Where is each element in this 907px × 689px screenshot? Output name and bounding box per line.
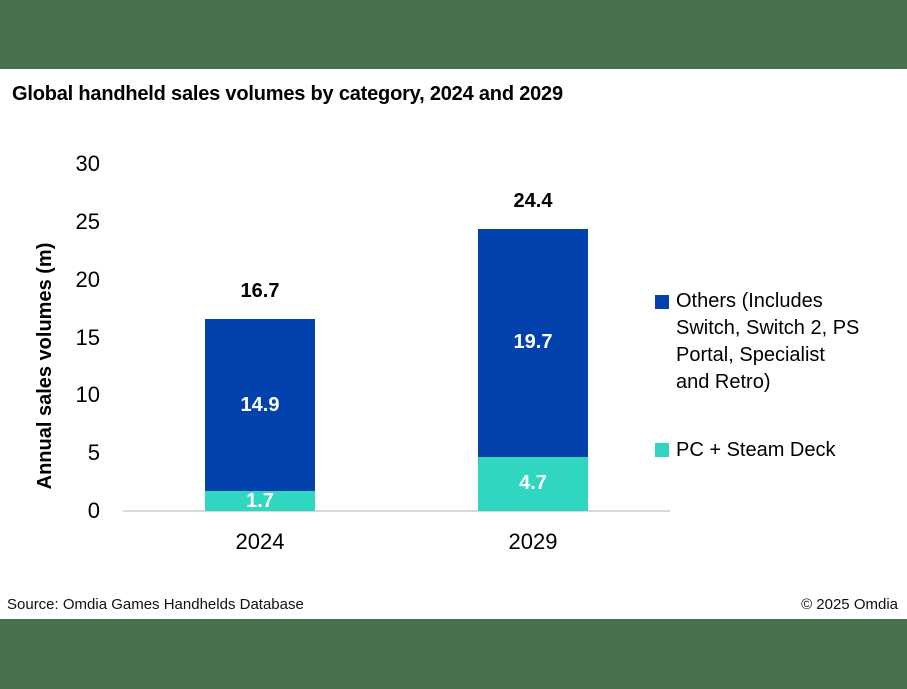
- x-axis-line: [123, 510, 670, 512]
- bottom-green-band: [0, 619, 907, 689]
- y-tick-20: 20: [75, 266, 100, 292]
- y-tick-10: 10: [75, 382, 100, 408]
- y-axis-title: Annual sales volumes (m): [34, 242, 56, 490]
- chart-title: Global handheld sales volumes by categor…: [12, 83, 563, 105]
- x-label-2024: 2024: [235, 529, 285, 554]
- y-tick-30: 30: [75, 151, 100, 176]
- data-label-2029-others: 19.7: [513, 331, 553, 354]
- data-label-2024-others: 14.9: [240, 393, 280, 416]
- y-tick-25: 25: [75, 208, 100, 234]
- y-tick-0: 0: [87, 498, 100, 523]
- legend-item-pc-steam-deck: PC + Steam Deck: [655, 437, 862, 464]
- bar-2029-others: 19.7: [478, 228, 588, 457]
- total-label-2024: 16.7: [240, 279, 280, 302]
- legend-swatch-others: [655, 295, 669, 309]
- legend-label-pc-steam-deck: PC + Steam Deck: [676, 439, 836, 461]
- top-green-band: [0, 0, 907, 69]
- y-tick-5: 5: [87, 440, 100, 466]
- bar-2029-pc-steam-deck: 4.7: [478, 456, 588, 511]
- legend-item-others: Others (Includes Switch, Switch 2, PS Po…: [655, 288, 862, 396]
- bar-2024-pc-steam-deck: 1.7: [205, 489, 315, 512]
- source-text: Source: Omdia Games Handhelds Database: [7, 596, 304, 613]
- legend-label-others: Others (Includes Switch, Switch 2, PS Po…: [676, 290, 860, 393]
- data-label-2024-pc-steam-deck: 1.7: [246, 489, 274, 512]
- total-label-2029: 24.4: [513, 189, 553, 212]
- footer: Source: Omdia Games Handhelds Database ©…: [7, 596, 898, 613]
- x-label-2029: 2029: [508, 529, 558, 554]
- data-label-2029-pc-steam-deck: 4.7: [519, 472, 547, 495]
- copyright-text: © 2025 Omdia: [801, 596, 898, 613]
- legend-swatch-pc-steam-deck: [655, 443, 669, 457]
- y-tick-15: 15: [75, 324, 100, 350]
- bar-2024-others: 14.9: [205, 318, 315, 492]
